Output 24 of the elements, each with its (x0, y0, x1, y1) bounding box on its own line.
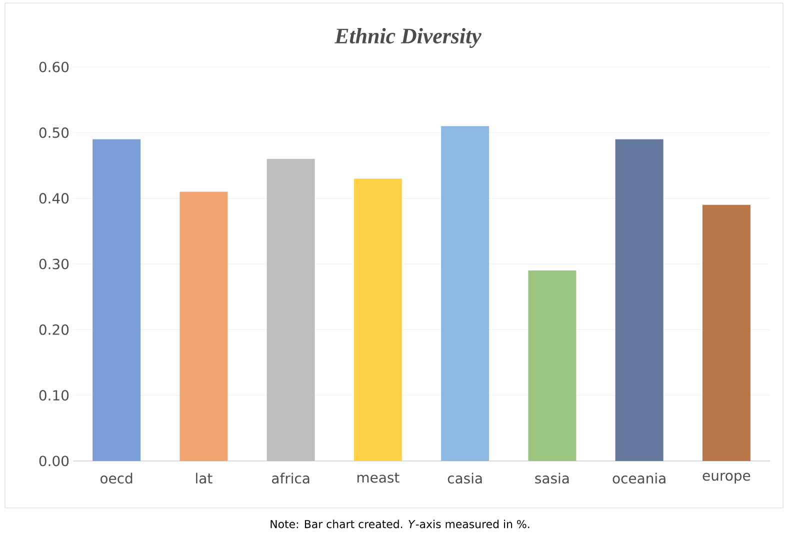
x-tick-label: meast (357, 472, 400, 483)
x-tick-label: africa (272, 472, 310, 484)
x-tick-label: europe (702, 472, 750, 484)
bar (92, 139, 141, 461)
chart-title: Ethnic Diversity (334, 28, 482, 48)
y-tick-label: 0.00 (39, 456, 69, 466)
y-tick-label: 0.60 (39, 62, 69, 72)
y-tick-label: 0.10 (39, 390, 69, 401)
x-tick-label: casia (448, 472, 482, 484)
y-tick-label: 0.50 (39, 127, 69, 138)
x-tick-label: oecd (100, 472, 132, 484)
y-tick-label: 0.30 (39, 258, 69, 270)
x-tick-label: oceania (612, 472, 666, 484)
text: Note: Bar chart created. Y-axis measured in %. (270, 520, 530, 528)
x-tick-label: sasia (535, 472, 569, 484)
bar (180, 192, 228, 461)
bar (441, 126, 490, 461)
y-tick-label: 0.40 (39, 193, 69, 204)
bar (702, 204, 750, 461)
y-tick-label: 0.20 (39, 324, 69, 335)
bar (354, 178, 402, 461)
x-tick-label: lat (196, 472, 212, 484)
bar (528, 270, 576, 461)
bar (615, 139, 664, 461)
